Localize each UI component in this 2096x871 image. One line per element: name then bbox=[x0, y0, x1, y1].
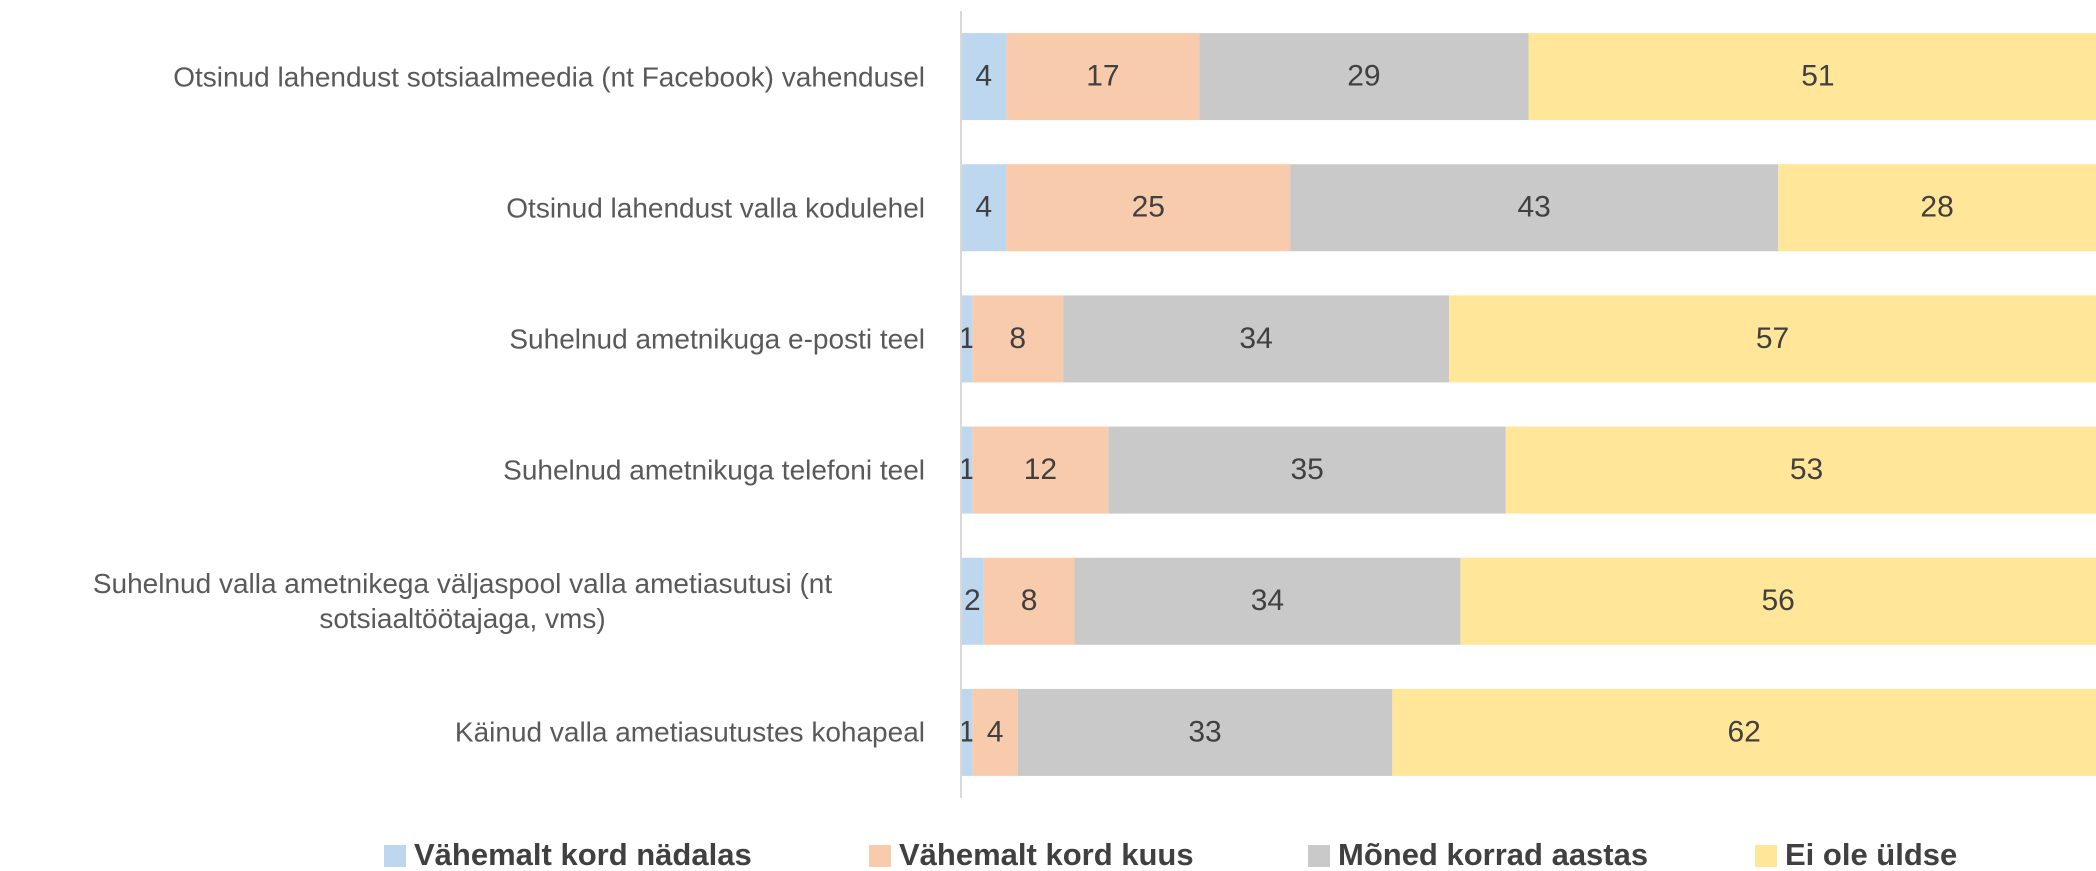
category-label: Käinud valla ametiasutustes kohapeal bbox=[454, 716, 925, 748]
bar-segment bbox=[961, 295, 973, 383]
data-label: 25 bbox=[1132, 191, 1165, 224]
data-label: 2 bbox=[964, 584, 981, 617]
data-label: 34 bbox=[1239, 322, 1272, 355]
data-label: 33 bbox=[1188, 715, 1221, 748]
legend-label: Mõned korrad aastas bbox=[1338, 837, 1648, 871]
data-label: 62 bbox=[1727, 715, 1760, 748]
category-label: Otsinud lahendust valla kodulehel bbox=[506, 192, 925, 224]
legend-label: Vähemalt kord kuus bbox=[899, 837, 1194, 871]
bar-segment bbox=[1108, 426, 1506, 514]
category-label: Suhelnud ametnikuga e-posti teel bbox=[509, 323, 925, 355]
category-label: Suhelnud ametnikuga telefoni teel bbox=[503, 454, 925, 486]
data-label: 4 bbox=[987, 715, 1004, 748]
legend-swatch bbox=[1755, 845, 1777, 867]
bar-segment bbox=[1778, 164, 2096, 252]
bar-segment bbox=[961, 164, 1007, 252]
data-label: 1 bbox=[958, 453, 975, 486]
bar-segment bbox=[1006, 33, 1200, 121]
bar-segment bbox=[961, 688, 973, 776]
bar-segment bbox=[1528, 33, 2096, 121]
bar-segment bbox=[983, 557, 1075, 645]
bar-segment bbox=[972, 688, 1018, 776]
data-label: 12 bbox=[1024, 453, 1057, 486]
bar-segment bbox=[1017, 688, 1393, 776]
data-label: 8 bbox=[1021, 584, 1038, 617]
data-label: 29 bbox=[1347, 60, 1380, 93]
bar-segment bbox=[1449, 295, 2096, 383]
category-label: Suhelnud valla ametnikega väljaspool val… bbox=[92, 568, 833, 635]
data-label: 8 bbox=[1009, 322, 1026, 355]
legend-swatch bbox=[384, 845, 406, 867]
data-label: 4 bbox=[975, 60, 992, 93]
bar-segment bbox=[1290, 164, 1779, 252]
legend-swatch bbox=[1308, 845, 1330, 867]
data-label: 56 bbox=[1762, 584, 1795, 617]
bar-segment bbox=[972, 295, 1064, 383]
bar-segment bbox=[972, 426, 1109, 514]
bar-segment bbox=[1199, 33, 1529, 121]
data-label: 1 bbox=[958, 322, 975, 355]
bar-segment bbox=[1392, 688, 2096, 776]
data-label: 57 bbox=[1756, 322, 1789, 355]
bar-segment bbox=[961, 33, 1007, 121]
legend-label: Ei ole üldse bbox=[1785, 837, 1957, 871]
category-label: Otsinud lahendust sotsiaalmeedia (nt Fac… bbox=[173, 61, 925, 93]
data-label: 4 bbox=[975, 191, 992, 224]
data-label: 53 bbox=[1790, 453, 1823, 486]
data-label: 17 bbox=[1086, 60, 1119, 93]
data-label: 28 bbox=[1920, 191, 1953, 224]
bar-segment bbox=[1006, 164, 1291, 252]
data-label: 1 bbox=[958, 715, 975, 748]
legend-label: Vähemalt kord nädalas bbox=[414, 837, 752, 871]
data-label: 34 bbox=[1251, 584, 1284, 617]
bar-segment bbox=[1063, 295, 1450, 383]
legend-swatch bbox=[869, 845, 891, 867]
data-label: 51 bbox=[1801, 60, 1834, 93]
bar-segment bbox=[961, 557, 984, 645]
data-label: 35 bbox=[1290, 453, 1323, 486]
bar-segment bbox=[1505, 426, 2096, 514]
bar-segment bbox=[961, 426, 973, 514]
bar-segment bbox=[1074, 557, 1461, 645]
bar-segment bbox=[1460, 557, 2096, 645]
data-label: 43 bbox=[1517, 191, 1550, 224]
